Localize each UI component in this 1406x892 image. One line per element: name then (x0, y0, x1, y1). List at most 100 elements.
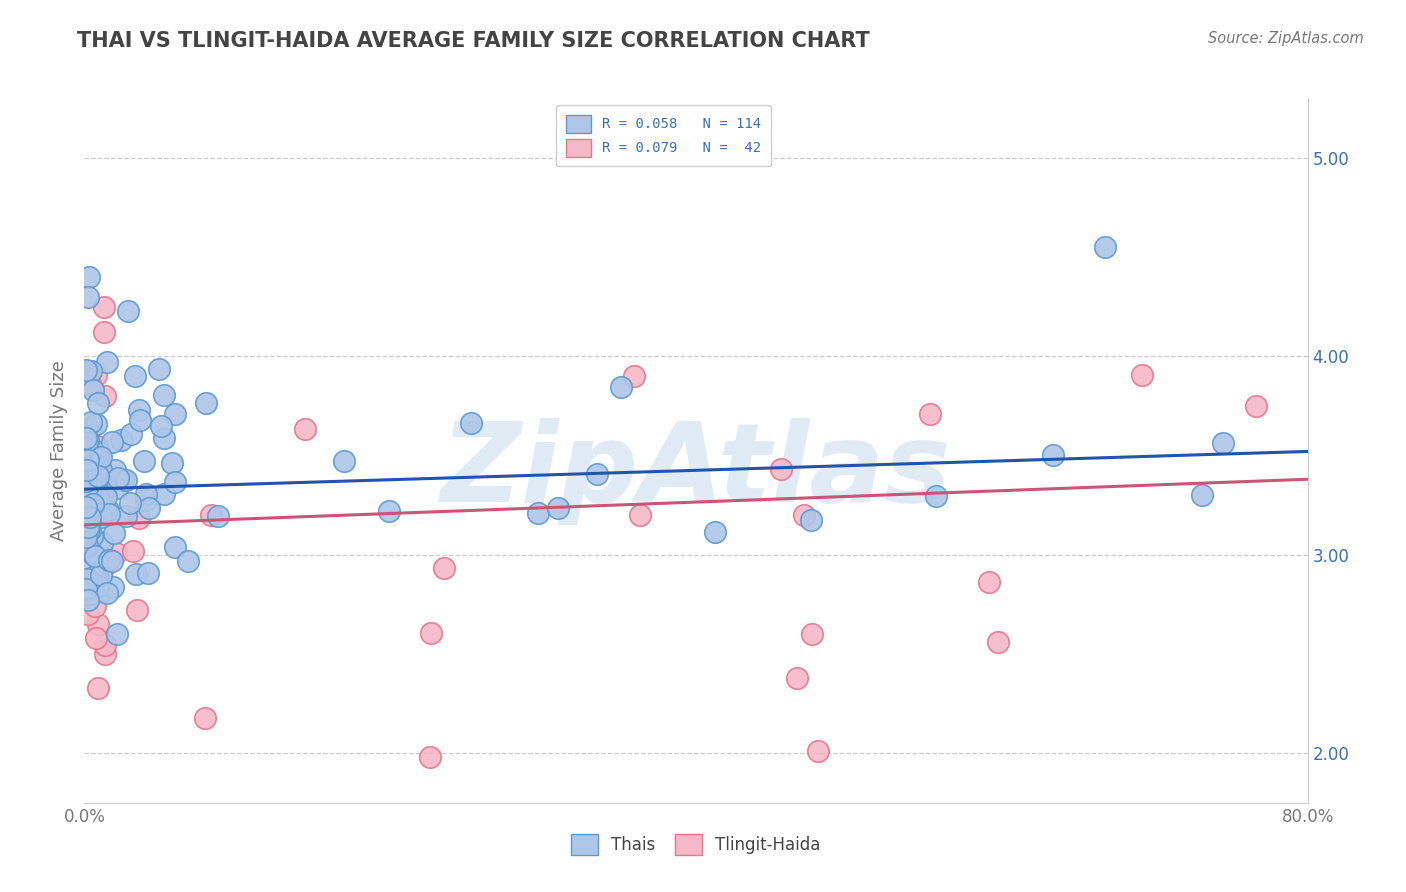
Point (918, 407, 941, 421)
Point (120, 427, 142, 442)
Point (177, 553, 200, 567)
Point (75, 530, 97, 544)
Point (93, 477, 115, 491)
Point (122, 543, 145, 558)
Point (90, 450, 112, 464)
Point (75, 365, 97, 379)
Point (77, 524, 100, 539)
Point (90, 510, 112, 524)
Point (103, 525, 125, 540)
Point (77, 587, 100, 601)
Point (75, 460, 97, 475)
Point (80, 415, 103, 429)
Point (97, 507, 120, 521)
Point (97, 553, 120, 567)
Point (80, 364, 103, 378)
Point (433, 561, 456, 575)
Point (105, 482, 128, 496)
Point (96, 471, 118, 485)
Point (1244, 399, 1267, 413)
Point (77, 269, 100, 284)
Point (87, 579, 110, 593)
Point (1191, 488, 1213, 502)
Point (76, 460, 98, 475)
Point (160, 456, 183, 470)
Point (93, 325, 115, 339)
Point (194, 711, 217, 725)
Point (124, 369, 146, 384)
Point (460, 416, 482, 430)
Point (163, 540, 186, 554)
Point (378, 504, 401, 518)
Point (132, 454, 155, 468)
Point (76, 539, 98, 553)
Point (87, 451, 110, 466)
Point (77, 607, 100, 622)
Point (83, 599, 105, 614)
Point (104, 463, 127, 477)
Point (87, 469, 110, 483)
Point (110, 433, 132, 447)
Point (75, 363, 97, 377)
Point (294, 422, 316, 436)
Point (96, 586, 118, 600)
Point (87, 445, 110, 459)
Point (75, 431, 97, 445)
Point (79, 557, 101, 571)
Point (84, 417, 107, 431)
Point (82, 546, 104, 560)
Point (623, 369, 645, 384)
Point (84, 368, 107, 383)
Point (107, 471, 129, 485)
Point (80, 482, 103, 496)
Point (801, 627, 824, 641)
Point (94, 490, 117, 504)
Point (76, 537, 98, 551)
Point (79, 509, 101, 524)
Point (75, 460, 97, 475)
Point (86, 439, 108, 453)
Point (75, 582, 97, 597)
Point (82, 497, 104, 511)
Point (86, 632, 108, 646)
Point (75, 507, 97, 521)
Point (987, 634, 1010, 648)
Point (610, 379, 633, 393)
Point (128, 413, 150, 427)
Point (114, 473, 136, 487)
Point (925, 489, 948, 503)
Point (786, 671, 808, 685)
Point (135, 492, 157, 507)
Point (83, 549, 105, 563)
Point (547, 501, 569, 516)
Point (75, 429, 97, 443)
Point (419, 750, 441, 764)
Point (91, 561, 114, 575)
Point (526, 506, 548, 520)
Point (153, 487, 176, 501)
Point (977, 574, 1000, 589)
Point (84, 569, 107, 583)
Point (807, 744, 830, 758)
Y-axis label: Average Family Size: Average Family Size (49, 360, 67, 541)
Point (1130, 368, 1153, 382)
Point (115, 509, 138, 524)
Point (80, 420, 103, 434)
Point (118, 496, 141, 510)
Point (80, 501, 103, 516)
Point (90, 536, 112, 550)
Point (90, 463, 112, 477)
Point (75, 500, 97, 515)
Text: Source: ZipAtlas.com: Source: ZipAtlas.com (1208, 31, 1364, 46)
Point (76, 463, 98, 477)
Point (77, 520, 100, 534)
Point (77, 453, 100, 467)
Point (104, 546, 127, 560)
Point (86, 396, 108, 410)
Point (94, 389, 117, 403)
Point (138, 501, 160, 516)
Point (586, 467, 609, 481)
Point (94, 647, 117, 661)
Point (112, 473, 135, 487)
Point (333, 454, 356, 468)
